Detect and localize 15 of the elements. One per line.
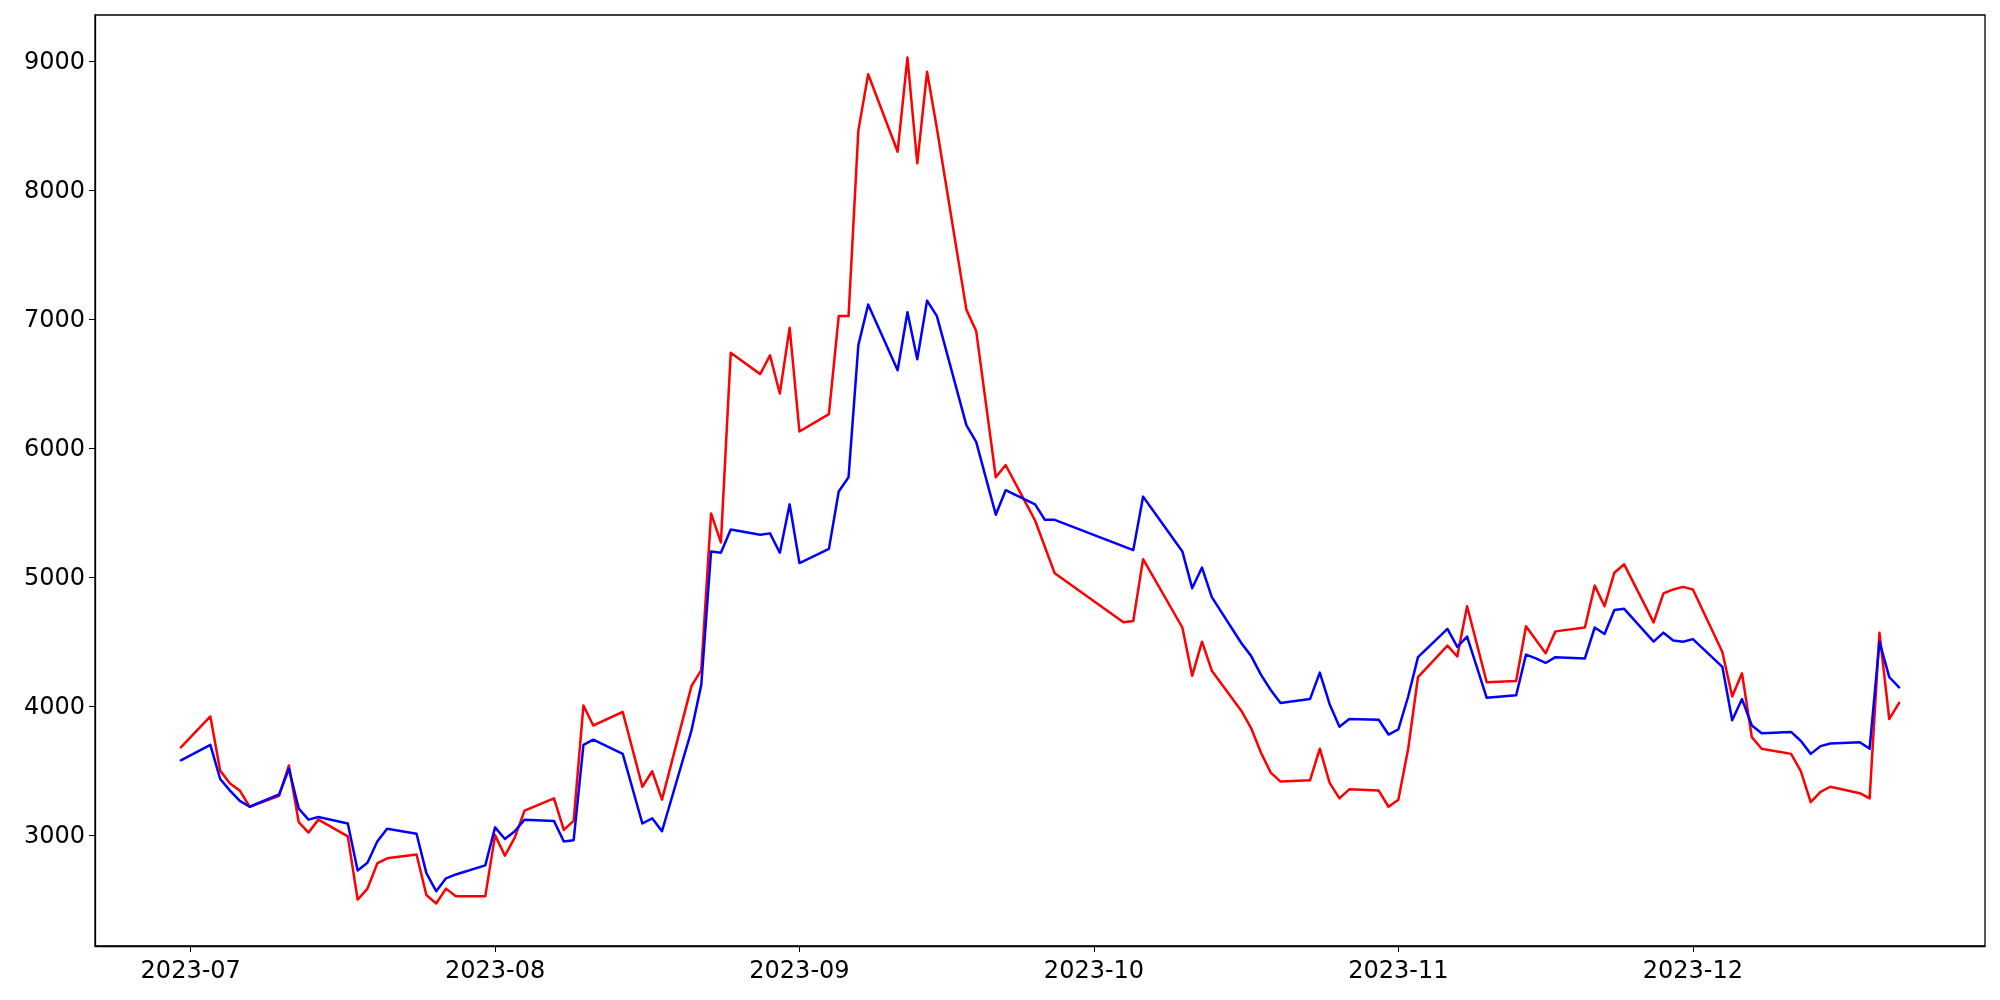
x-tick-label: 2023-10 [1043, 956, 1145, 984]
y-tick-label: 8000 [23, 176, 85, 205]
y-tick-label: 3000 [23, 821, 85, 850]
x-tick-label: 2023-07 [140, 956, 241, 984]
line-series [179, 299, 1901, 893]
y-tick-label: 9000 [23, 47, 85, 76]
x-tick-label: 2023-09 [749, 956, 850, 984]
x-tick-label: 2023-12 [1642, 956, 1744, 984]
y-tick-label: 6000 [23, 434, 85, 463]
y-tick-label: 5000 [23, 563, 85, 592]
y-tick-label: 4000 [23, 692, 85, 721]
line-series [179, 56, 1901, 905]
x-tick-label: 2023-11 [1348, 956, 1449, 984]
y-tick-label: 7000 [23, 305, 85, 334]
x-tick-label: 2023-08 [444, 956, 546, 984]
